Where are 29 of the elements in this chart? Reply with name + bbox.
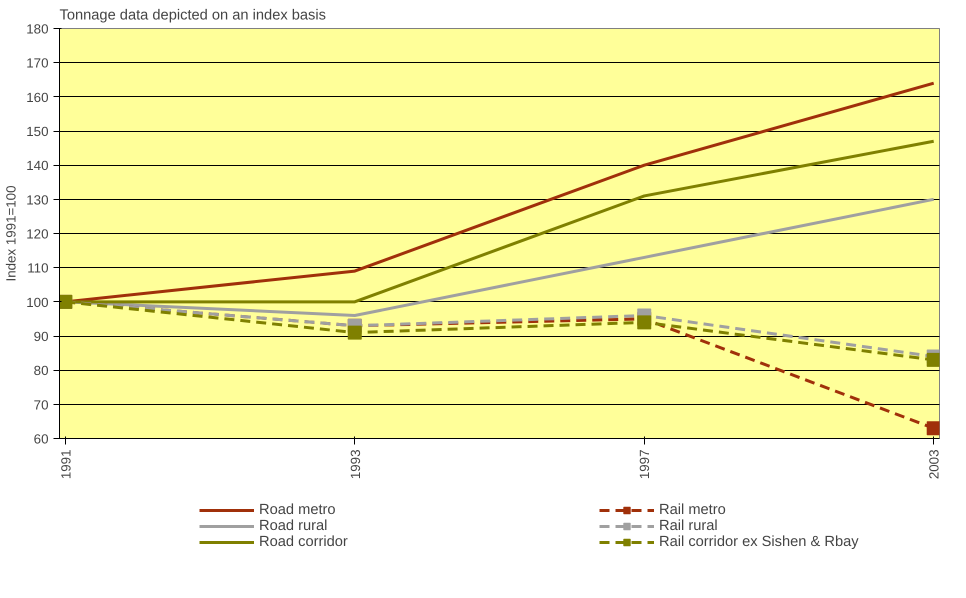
point	[637, 315, 652, 330]
y-tick-label: 90	[34, 329, 49, 344]
y-tick-label: 60	[34, 432, 49, 446]
y-tick-label: 160	[26, 90, 49, 105]
legend-label: Road metro	[259, 502, 337, 518]
y-tick-label: 140	[26, 158, 49, 174]
legend-label: Road corridor	[259, 534, 349, 550]
x-tick-label: 2003	[926, 449, 942, 480]
chart-title: Tonnage data depicted on an index basis	[60, 8, 326, 24]
y-tick-label: 110	[27, 260, 48, 276]
x-tick-label: 1991	[58, 449, 74, 480]
point	[926, 421, 940, 436]
y-tick-label: 130	[26, 192, 49, 208]
y-tick-label: 120	[26, 226, 49, 242]
point	[348, 326, 362, 340]
y-tick-label: 70	[34, 397, 49, 412]
legend-label: Rail rural	[659, 518, 719, 534]
point	[926, 352, 940, 367]
y-tick-label: 100	[26, 294, 49, 310]
legend-label: Road rural	[259, 518, 328, 534]
y-tick-label: 80	[34, 363, 49, 378]
y-tick-label: 170	[26, 56, 49, 71]
x-tick-label: 1997	[637, 449, 652, 480]
x-tick-label: 1993	[348, 449, 363, 480]
y-tick-label: 180	[26, 22, 49, 36]
legend-label: Rail metro	[659, 502, 727, 518]
y-tick-label: 150	[26, 124, 49, 139]
y-axis-title: Index 1991=100	[3, 186, 18, 282]
legend-label: Rail corridor ex Sishen & Rbay	[659, 534, 860, 550]
